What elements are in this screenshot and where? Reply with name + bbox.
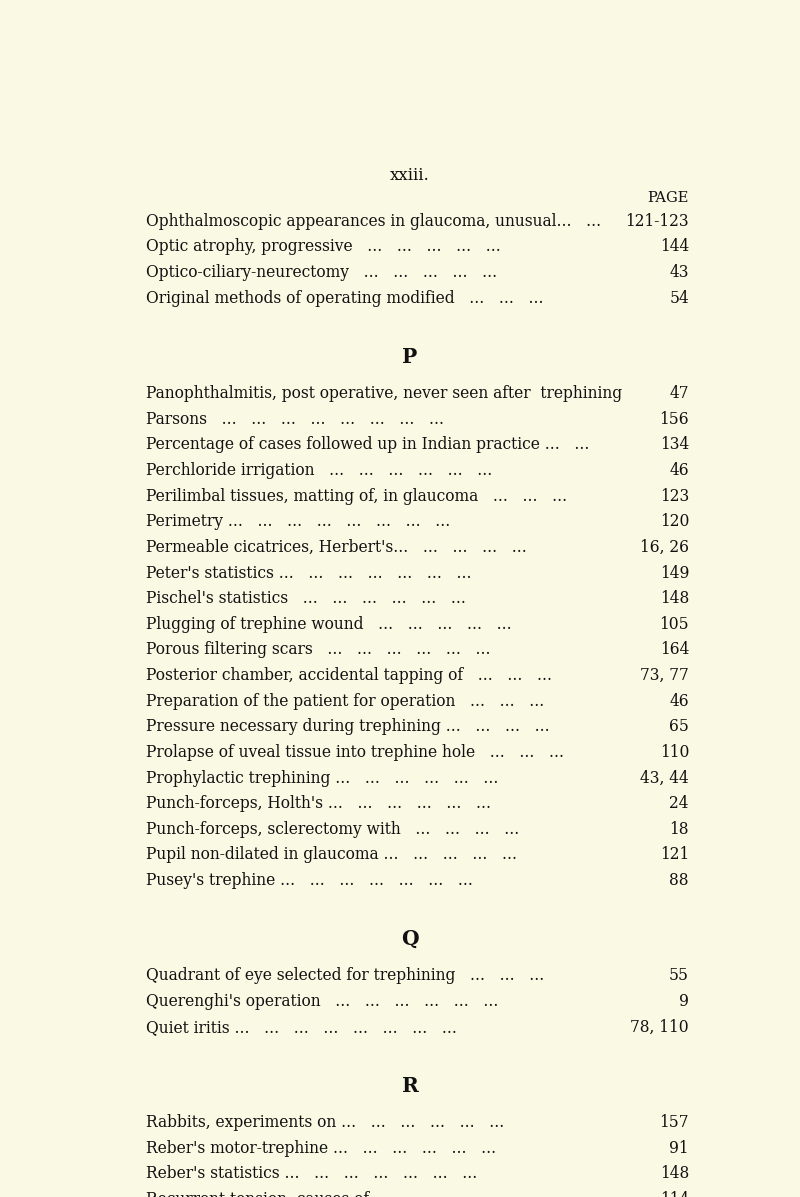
- Text: Punch-forceps, sclerectomy with   ...   ...   ...   ...: Punch-forceps, sclerectomy with ... ... …: [146, 821, 520, 838]
- Text: Rabbits, experiments on ...   ...   ...   ...   ...   ...: Rabbits, experiments on ... ... ... ... …: [146, 1114, 505, 1131]
- Text: Reber's motor-trephine ...   ...   ...   ...   ...   ...: Reber's motor-trephine ... ... ... ... .…: [146, 1140, 497, 1156]
- Text: Quadrant of eye selected for trephining   ...   ...   ...: Quadrant of eye selected for trephining …: [146, 967, 545, 984]
- Text: Pupil non-dilated in glaucoma ...   ...   ...   ...   ...: Pupil non-dilated in glaucoma ... ... ..…: [146, 846, 518, 863]
- Text: Peter's statistics ...   ...   ...   ...   ...   ...   ...: Peter's statistics ... ... ... ... ... .…: [146, 565, 472, 582]
- Text: Reber's statistics ...   ...   ...   ...   ...   ...   ...: Reber's statistics ... ... ... ... ... .…: [146, 1166, 478, 1183]
- Text: 24: 24: [670, 795, 689, 812]
- Text: 55: 55: [669, 967, 689, 984]
- Text: Porous filtering scars   ...   ...   ...   ...   ...   ...: Porous filtering scars ... ... ... ... .…: [146, 642, 491, 658]
- Text: 114: 114: [660, 1191, 689, 1197]
- Text: 120: 120: [660, 514, 689, 530]
- Text: 46: 46: [670, 462, 689, 479]
- Text: Ophthalmoscopic appearances in glaucoma, unusual...   ...: Ophthalmoscopic appearances in glaucoma,…: [146, 213, 602, 230]
- Text: 16, 26: 16, 26: [640, 539, 689, 555]
- Text: 43: 43: [670, 265, 689, 281]
- Text: 121-123: 121-123: [626, 213, 689, 230]
- Text: Optic atrophy, progressive   ...   ...   ...   ...   ...: Optic atrophy, progressive ... ... ... .…: [146, 238, 502, 255]
- Text: 73, 77: 73, 77: [640, 667, 689, 683]
- Text: 110: 110: [660, 743, 689, 761]
- Text: Pressure necessary during trephining ...   ...   ...   ...: Pressure necessary during trephining ...…: [146, 718, 550, 735]
- Text: 121: 121: [660, 846, 689, 863]
- Text: 148: 148: [660, 1166, 689, 1183]
- Text: Permeable cicatrices, Herbert's...   ...   ...   ...   ...: Permeable cicatrices, Herbert's... ... .…: [146, 539, 527, 555]
- Text: 123: 123: [660, 487, 689, 505]
- Text: R: R: [402, 1076, 418, 1095]
- Text: 156: 156: [659, 411, 689, 427]
- Text: 9: 9: [679, 994, 689, 1010]
- Text: Pusey's trephine ...   ...   ...   ...   ...   ...   ...: Pusey's trephine ... ... ... ... ... ...…: [146, 871, 474, 889]
- Text: 43, 44: 43, 44: [640, 770, 689, 786]
- Text: 47: 47: [670, 385, 689, 402]
- Text: Perchloride irrigation   ...   ...   ...   ...   ...   ...: Perchloride irrigation ... ... ... ... .…: [146, 462, 493, 479]
- Text: Panophthalmitis, post operative, never seen after  trephining: Panophthalmitis, post operative, never s…: [146, 385, 622, 402]
- Text: Q: Q: [401, 929, 419, 949]
- Text: Parsons   ...   ...   ...   ...   ...   ...   ...   ...: Parsons ... ... ... ... ... ... ... ...: [146, 411, 445, 427]
- Text: 157: 157: [659, 1114, 689, 1131]
- Text: Plugging of trephine wound   ...   ...   ...   ...   ...: Plugging of trephine wound ... ... ... .…: [146, 615, 512, 633]
- Text: 46: 46: [670, 693, 689, 710]
- Text: Quiet iritis ...   ...   ...   ...   ...   ...   ...   ...: Quiet iritis ... ... ... ... ... ... ...…: [146, 1019, 458, 1035]
- Text: P: P: [402, 347, 418, 366]
- Text: PAGE: PAGE: [648, 192, 689, 205]
- Text: 91: 91: [670, 1140, 689, 1156]
- Text: Perilimbal tissues, matting of, in glaucoma   ...   ...   ...: Perilimbal tissues, matting of, in glauc…: [146, 487, 568, 505]
- Text: Punch-forceps, Holth's ...   ...   ...   ...   ...   ...: Punch-forceps, Holth's ... ... ... ... .…: [146, 795, 491, 812]
- Text: 148: 148: [660, 590, 689, 607]
- Text: 149: 149: [660, 565, 689, 582]
- Text: 54: 54: [670, 290, 689, 306]
- Text: Perimetry ...   ...   ...   ...   ...   ...   ...   ...: Perimetry ... ... ... ... ... ... ... ..…: [146, 514, 450, 530]
- Text: xxiii.: xxiii.: [390, 166, 430, 183]
- Text: Preparation of the patient for operation   ...   ...   ...: Preparation of the patient for operation…: [146, 693, 545, 710]
- Text: Recurrent tension, causes of   ...   ...   ...   ...   ...: Recurrent tension, causes of ... ... ...…: [146, 1191, 518, 1197]
- Text: Querenghi's operation   ...   ...   ...   ...   ...   ...: Querenghi's operation ... ... ... ... ..…: [146, 994, 499, 1010]
- Text: 65: 65: [669, 718, 689, 735]
- Text: 134: 134: [660, 437, 689, 454]
- Text: 105: 105: [659, 615, 689, 633]
- Text: 78, 110: 78, 110: [630, 1019, 689, 1035]
- Text: 144: 144: [660, 238, 689, 255]
- Text: Original methods of operating modified   ...   ...   ...: Original methods of operating modified .…: [146, 290, 544, 306]
- Text: Pischel's statistics   ...   ...   ...   ...   ...   ...: Pischel's statistics ... ... ... ... ...…: [146, 590, 466, 607]
- Text: 164: 164: [660, 642, 689, 658]
- Text: Percentage of cases followed up in Indian practice ...   ...: Percentage of cases followed up in India…: [146, 437, 590, 454]
- Text: Prolapse of uveal tissue into trephine hole   ...   ...   ...: Prolapse of uveal tissue into trephine h…: [146, 743, 565, 761]
- Text: Optico-ciliary-neurectomy   ...   ...   ...   ...   ...: Optico-ciliary-neurectomy ... ... ... ..…: [146, 265, 498, 281]
- Text: 88: 88: [670, 871, 689, 889]
- Text: Posterior chamber, accidental tapping of   ...   ...   ...: Posterior chamber, accidental tapping of…: [146, 667, 553, 683]
- Text: 18: 18: [670, 821, 689, 838]
- Text: Prophylactic trephining ...   ...   ...   ...   ...   ...: Prophylactic trephining ... ... ... ... …: [146, 770, 499, 786]
